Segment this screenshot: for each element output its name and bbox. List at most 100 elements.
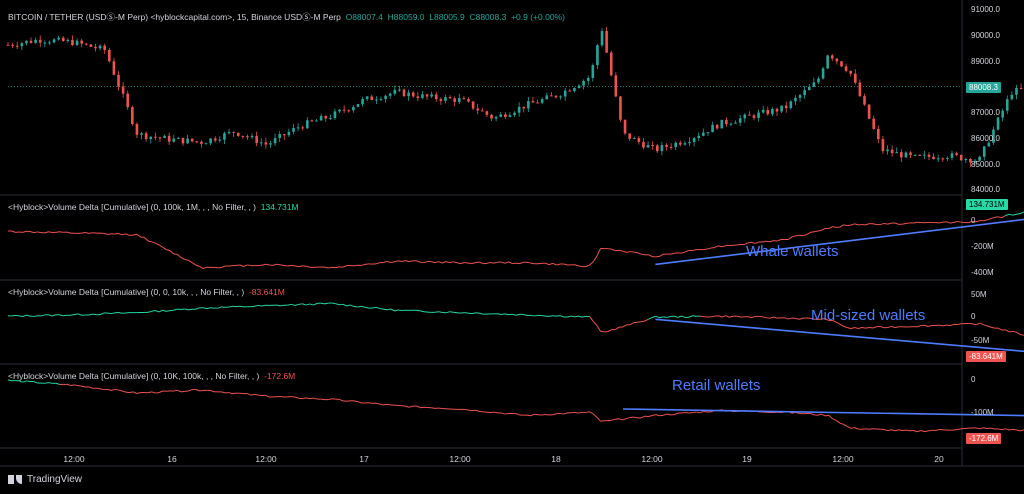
indicator-1-segment	[810, 231, 815, 233]
candle-body	[402, 89, 406, 97]
candle-body	[227, 131, 231, 134]
indicator-2-segment	[939, 324, 944, 327]
indicator-3-segment	[1001, 428, 1006, 431]
candle-body	[545, 95, 549, 100]
candle-body	[149, 136, 153, 139]
candle-body	[250, 135, 254, 138]
indicator-1-segment	[633, 251, 638, 254]
indicator-2-segment	[202, 307, 207, 310]
candle-body	[941, 158, 945, 160]
indicator-3-segment	[221, 391, 226, 394]
candle-body	[863, 96, 866, 105]
indicator-1-segment	[946, 221, 951, 224]
candle-body	[282, 134, 286, 136]
candle-body	[338, 109, 341, 112]
indicator-3-segment	[560, 412, 564, 415]
indicator-3-segment	[132, 391, 138, 394]
indicator-3-segment	[177, 389, 182, 393]
indicator-1-segment	[155, 242, 160, 246]
indicator-2-segment	[52, 314, 57, 317]
indicator-1-segment	[504, 261, 509, 264]
low-value: L88005.9	[429, 12, 465, 22]
indicator-3-segment	[306, 397, 310, 400]
candle-body	[52, 39, 56, 43]
indicator-2-segment	[559, 315, 564, 318]
indicator-3-segment	[626, 417, 631, 420]
candle-body	[527, 101, 530, 109]
indicator-1-segment	[788, 236, 793, 240]
indicator-2-segment	[504, 313, 509, 316]
candle-body	[619, 96, 622, 120]
indicator-2-segment	[497, 313, 502, 316]
indicator-1-segment	[486, 262, 491, 264]
indicator-2-segment	[810, 317, 815, 320]
indicator-2-segment	[990, 326, 995, 329]
indicator-1-segment	[475, 261, 480, 264]
candle-body	[725, 119, 728, 125]
candle-body	[232, 131, 235, 133]
indicator-1-segment	[854, 223, 859, 226]
candle-body	[144, 133, 148, 139]
indicator-2-segment	[364, 306, 369, 309]
indicator-3-segment	[121, 390, 126, 393]
candle-body	[554, 95, 558, 98]
indicator-1-segment	[335, 266, 340, 269]
indicator-1-legend[interactable]: <Hyblock>Volume Delta [Cumulative] (0, 1…	[8, 202, 299, 212]
indicator-1-segment	[214, 266, 218, 269]
indicator-2-segment	[567, 315, 572, 318]
indicator-2-segment	[530, 314, 535, 317]
candle-body	[738, 118, 742, 123]
indicator-1-segment	[791, 235, 796, 238]
indicator-1-segment	[11, 230, 16, 233]
indicator-1-segment	[501, 261, 506, 264]
indicator-1-segment	[953, 220, 958, 223]
indicator-1-segment	[143, 236, 149, 242]
indicator-2-segment	[847, 327, 852, 330]
indicator-2-segment	[70, 314, 75, 316]
indicator-1-segment	[883, 222, 888, 225]
indicator-1-segment	[291, 264, 296, 267]
candle-body	[140, 133, 143, 135]
indicator-3-segment	[467, 409, 472, 412]
indicator-3-legend[interactable]: <Hyblock>Volume Delta [Cumulative] (0, 1…	[8, 371, 295, 381]
indicator-1-segment	[828, 226, 833, 229]
candle-body	[582, 80, 585, 86]
candle-body	[269, 143, 272, 145]
candle-body	[711, 124, 714, 133]
indicator-3-segment	[515, 413, 520, 416]
candle-body	[273, 138, 277, 144]
last-price-badge: 88008.3	[966, 82, 1001, 93]
candle-body	[628, 133, 631, 139]
indicator-3-segment	[88, 386, 93, 389]
indicator-2-segment	[1020, 334, 1024, 336]
indicator-1-segment	[221, 265, 226, 268]
candle-body	[803, 90, 806, 96]
candle-body	[642, 141, 645, 148]
indicator-1-segment	[434, 261, 439, 264]
indicator-3-segment	[74, 384, 79, 387]
candle-body	[867, 104, 871, 119]
candle-body	[517, 106, 521, 113]
indicator-3-segment	[574, 411, 579, 414]
indicator-2-segment	[261, 304, 266, 307]
candle-body	[757, 112, 760, 118]
indicator-1-segment	[423, 260, 428, 264]
tradingview-branding[interactable]: TradingView	[8, 474, 82, 485]
candle-body	[895, 152, 899, 154]
indicator-1-segment	[324, 266, 329, 269]
indicator-2-segment	[788, 317, 793, 320]
candle-body	[550, 95, 553, 97]
candle-body	[596, 45, 599, 66]
main-legend: BITCOIN / TETHER (USDⓈ-M Perp) <hyblockc…	[8, 11, 565, 23]
indicator-1-segment	[442, 261, 447, 264]
time-tick: 19	[742, 454, 752, 464]
indicator-1-segment	[968, 220, 973, 224]
indicator-3-segment	[1016, 429, 1021, 432]
indicator-2-legend[interactable]: <Hyblock>Volume Delta [Cumulative] (0, 0…	[8, 287, 285, 297]
indicator-1-segment	[556, 263, 561, 266]
candle-body	[287, 131, 291, 136]
candle-body	[996, 117, 1000, 130]
annotation-retail: Retail wallets	[672, 377, 761, 394]
candle-body	[969, 158, 972, 163]
